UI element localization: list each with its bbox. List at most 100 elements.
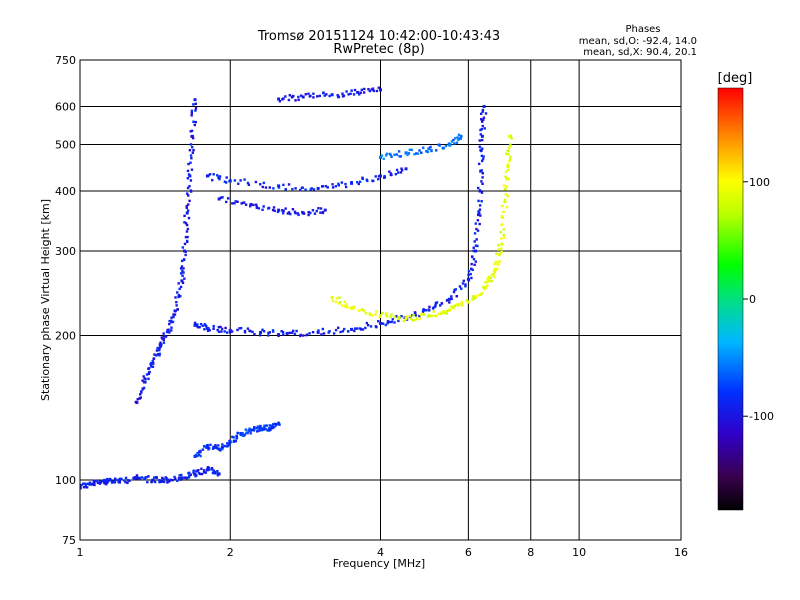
- echo-point: [342, 94, 346, 97]
- echo-point: [412, 314, 415, 317]
- echo-point: [181, 269, 184, 273]
- echo-point: [317, 329, 320, 332]
- x-axis: 1 2 4 6 8 10 16: [77, 546, 689, 559]
- echo-point: [320, 333, 323, 336]
- echo-point: [248, 429, 251, 433]
- echo-point: [128, 479, 131, 483]
- echo-point: [364, 311, 368, 315]
- echo-point: [255, 205, 259, 209]
- echo-point: [261, 208, 264, 211]
- echo-point: [397, 150, 401, 153]
- echo-point: [268, 331, 272, 334]
- echo-point: [141, 379, 144, 382]
- echo-point: [252, 429, 256, 432]
- echo-point: [328, 330, 331, 333]
- echo-point: [166, 478, 170, 482]
- echo-point: [479, 133, 483, 136]
- legend-title: Phases: [625, 24, 660, 35]
- echo-point: [458, 137, 462, 140]
- echo-point: [353, 329, 356, 333]
- echo-point: [183, 242, 187, 246]
- echo-point: [83, 486, 86, 489]
- echo-point: [236, 431, 239, 435]
- echo-point: [476, 244, 479, 248]
- echo-point: [427, 308, 431, 312]
- echo-point: [464, 285, 467, 288]
- echo-point: [177, 295, 180, 299]
- echo-point: [205, 444, 209, 448]
- echo-point: [397, 171, 400, 174]
- colorbar-tick-label: -100: [749, 410, 774, 423]
- echo-point: [438, 143, 441, 146]
- echo-point: [499, 230, 503, 234]
- echo-point: [394, 172, 398, 176]
- echo-point: [467, 269, 471, 273]
- echo-point: [158, 352, 161, 356]
- echo-point: [379, 88, 382, 92]
- echo-point: [143, 477, 146, 480]
- echo-point: [261, 185, 264, 189]
- echo-point: [478, 189, 482, 192]
- echo-point: [213, 470, 217, 474]
- echo-point: [143, 380, 147, 384]
- echo-point: [495, 252, 498, 255]
- echo-point: [477, 162, 481, 166]
- echo-point: [276, 210, 280, 214]
- echo-point: [162, 480, 166, 484]
- echo-point: [312, 96, 315, 99]
- echo-point: [480, 118, 483, 121]
- echo-point: [369, 325, 373, 328]
- echo-point: [466, 277, 470, 281]
- echo-point: [289, 212, 292, 216]
- echo-point: [216, 472, 219, 475]
- echo-point: [194, 109, 197, 112]
- echo-point: [136, 476, 140, 480]
- echo-point: [385, 152, 389, 155]
- echo-point: [350, 181, 353, 184]
- echo-point: [285, 331, 289, 335]
- echo-point: [184, 253, 187, 257]
- echo-point: [435, 301, 439, 304]
- echo-point: [187, 162, 190, 166]
- echo-point: [476, 229, 480, 232]
- echo-point: [105, 479, 108, 482]
- echo-point: [192, 149, 195, 152]
- echo-point: [138, 476, 141, 480]
- echo-point: [337, 326, 340, 329]
- echo-point: [460, 287, 463, 290]
- echo-point: [182, 258, 186, 261]
- y-tick-label: 75: [62, 534, 76, 547]
- echo-point: [240, 202, 243, 205]
- echo-point: [206, 329, 210, 333]
- echo-point: [239, 326, 243, 330]
- echo-point: [228, 331, 232, 334]
- echo-point: [337, 182, 340, 185]
- colorbar-tick-label: 0: [749, 293, 756, 306]
- echo-point: [474, 295, 478, 298]
- echo-point: [339, 330, 342, 334]
- echo-point: [207, 327, 210, 330]
- echo-point: [186, 186, 190, 190]
- echo-point: [162, 477, 165, 481]
- y-tick-label: 100: [55, 474, 76, 487]
- echo-point: [291, 187, 294, 191]
- echo-point: [316, 330, 320, 334]
- echo-point: [471, 255, 474, 258]
- echo-point: [207, 448, 210, 451]
- echo-point: [170, 326, 173, 329]
- echo-point: [294, 99, 297, 102]
- echo-point: [184, 222, 188, 225]
- echo-point: [506, 194, 509, 198]
- echo-point: [103, 482, 106, 485]
- echo-point: [267, 331, 270, 335]
- echo-point: [400, 315, 403, 318]
- echo-point: [374, 310, 378, 313]
- echo-point: [503, 200, 507, 204]
- echo-point: [244, 203, 248, 206]
- echo-point: [460, 301, 463, 304]
- echo-point: [377, 175, 381, 178]
- echo-point: [166, 328, 170, 332]
- echo-point: [80, 487, 82, 490]
- echo-point: [358, 180, 362, 183]
- echo-point: [259, 424, 262, 428]
